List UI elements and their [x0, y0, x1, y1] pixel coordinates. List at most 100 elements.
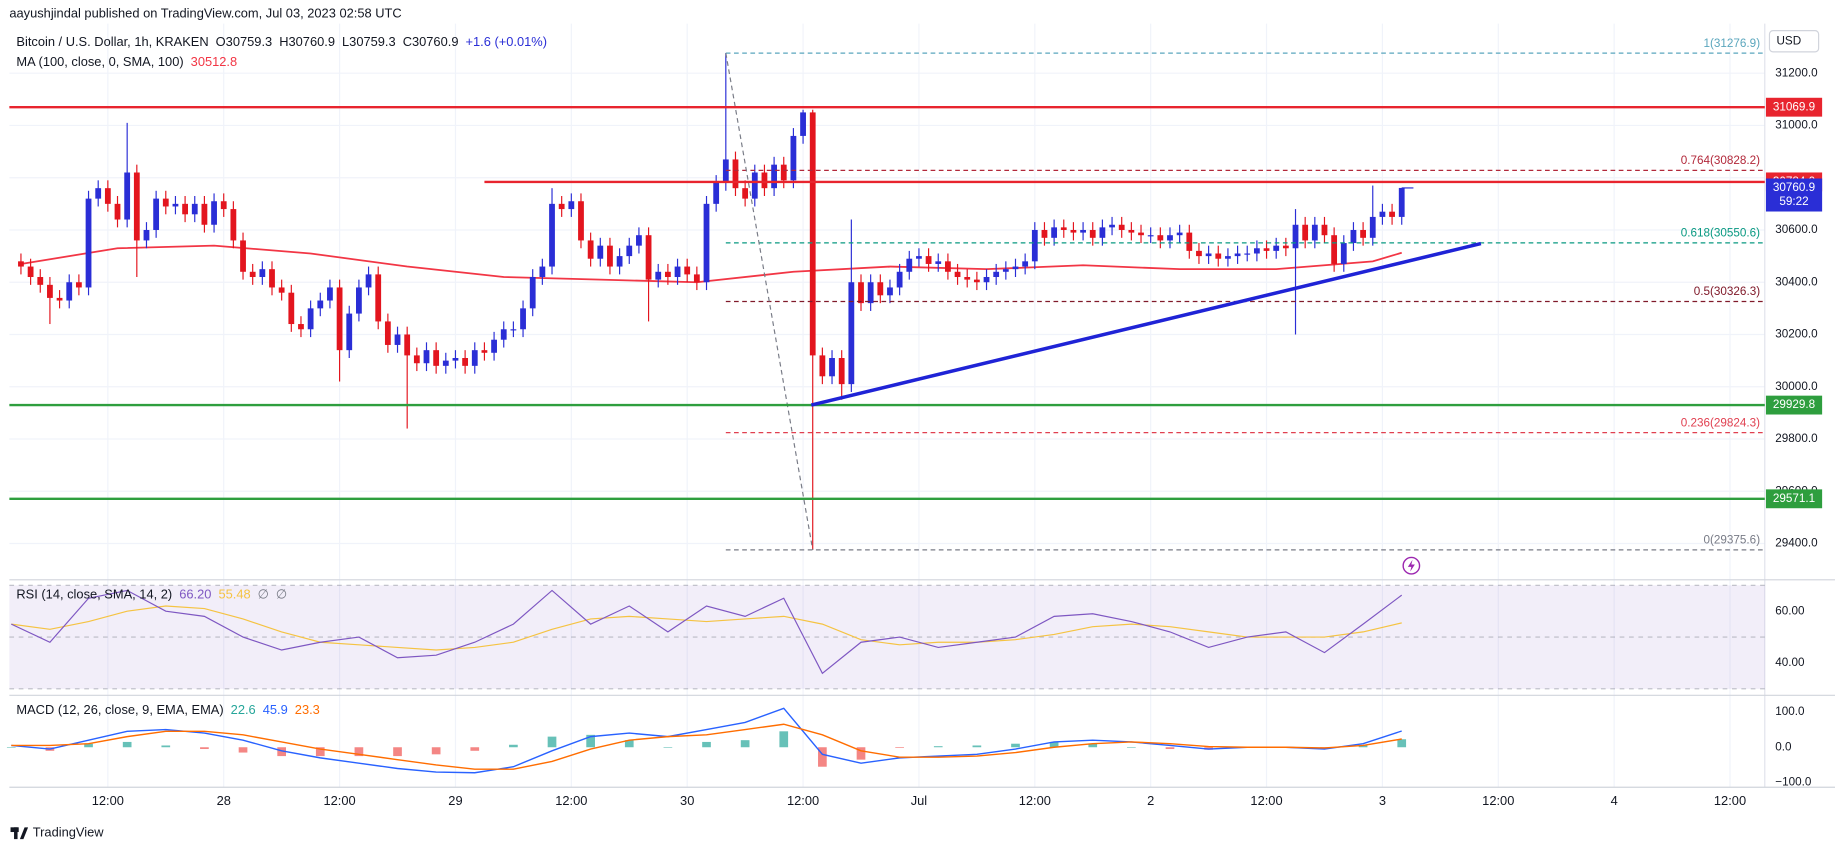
candle-body	[298, 324, 304, 330]
legend-value: 66.20	[179, 587, 211, 602]
candle-body	[346, 313, 353, 351]
y-tick-label: 100.0	[1775, 705, 1805, 718]
candle-body	[249, 271, 256, 278]
candle-body	[1099, 227, 1106, 238]
candle-body	[742, 188, 749, 199]
candle-body	[220, 201, 227, 210]
candle-body	[211, 201, 217, 225]
candle-body	[153, 198, 160, 230]
candle-body	[433, 350, 440, 366]
macd-histogram-bar	[1011, 743, 1020, 748]
candle-body	[1128, 229, 1135, 233]
legend-ohlc: L30759.3	[342, 34, 396, 49]
macd-histogram-bar	[972, 745, 982, 748]
candle-body	[1205, 253, 1212, 257]
candle-body	[85, 198, 92, 288]
candle-body	[539, 266, 546, 278]
macd-line	[11, 707, 1402, 774]
candle-body	[906, 258, 913, 272]
macd-histogram-bar	[702, 741, 711, 748]
candle-body	[848, 282, 855, 385]
y-tick-label: 31200.0	[1775, 66, 1818, 79]
legend-value: 55.48	[218, 587, 250, 602]
macd-histogram-bar	[431, 747, 441, 755]
candle-body	[1292, 224, 1299, 249]
candle-body	[172, 203, 179, 207]
candle-body	[1273, 245, 1280, 251]
x-tick-label: 12:00	[1019, 793, 1051, 808]
legend-ohlc: H30760.9	[279, 34, 335, 49]
macd-histogram-bar	[818, 747, 827, 767]
candle-body	[1253, 248, 1260, 254]
candle-body	[1118, 224, 1125, 230]
macd-histogram-bar	[277, 747, 287, 757]
candle-body	[1331, 235, 1338, 264]
candle-body	[95, 188, 102, 199]
candle-body	[973, 279, 980, 283]
candle-body	[124, 172, 131, 220]
level-price-tag-bg	[1765, 489, 1823, 509]
event-icon[interactable]	[1402, 556, 1421, 575]
x-tick-label: 12:00	[92, 793, 124, 808]
y-tick-label: 60.00	[1775, 604, 1805, 617]
candle-body	[510, 329, 517, 331]
y-tick-label: 29400.0	[1775, 537, 1818, 550]
candle-body	[1031, 229, 1038, 262]
candle-body	[751, 172, 758, 199]
candle-body	[607, 245, 613, 267]
candle-body	[964, 277, 971, 280]
rsi-line	[11, 589, 1403, 675]
candle-body	[1109, 224, 1115, 228]
candle-body	[597, 245, 604, 259]
macd-histogram-bar	[1165, 747, 1175, 750]
candle-body	[394, 334, 401, 345]
candle-body	[722, 159, 729, 183]
candle-body	[578, 201, 584, 241]
fib-diagonal	[725, 53, 814, 550]
candle-body	[1225, 256, 1231, 259]
legend-ohlc: C30760.9	[403, 34, 459, 49]
legend-title: Bitcoin / U.S. Dollar, 1h, KRAKEN	[16, 34, 208, 49]
candle-body	[471, 350, 478, 366]
candle-body	[529, 277, 536, 309]
candle-body	[1302, 224, 1309, 241]
candle-body	[27, 266, 34, 278]
candle-body	[1244, 253, 1251, 255]
candle-body	[1350, 229, 1357, 244]
candle-body	[365, 274, 372, 288]
trendline	[810, 241, 1482, 407]
footer-brand: TradingView	[33, 825, 104, 840]
currency-box	[1768, 30, 1820, 53]
level-price-tag: 29571.1	[1773, 492, 1815, 505]
x-tick-label: 2	[1147, 793, 1154, 808]
candle-body	[549, 203, 555, 267]
x-tick-label: 28	[217, 793, 231, 808]
macd-histogram-bar	[1358, 745, 1368, 748]
legend-title: MACD (12, 26, close, 9, EMA, EMA)	[16, 702, 223, 717]
candle-body	[307, 308, 314, 330]
legend-ohlc: O30759.3	[216, 34, 273, 49]
candle-body	[761, 172, 768, 189]
candle-body	[201, 203, 208, 225]
candle-body	[500, 329, 507, 340]
candle-body	[56, 297, 63, 301]
x-tick-label: 3	[1379, 793, 1386, 808]
x-tick-label: 4	[1611, 793, 1618, 808]
candle-body	[1263, 248, 1270, 251]
candle-body	[732, 159, 739, 189]
candle-body	[336, 287, 343, 351]
y-tick-label: 30000.0	[1775, 380, 1818, 393]
candle-body	[1379, 211, 1386, 217]
footer-logo	[10, 827, 29, 840]
legend-extra: ∅	[258, 587, 269, 602]
candle-body	[375, 274, 382, 322]
candle-body	[66, 282, 73, 301]
candle-body	[1389, 211, 1395, 217]
candle-body	[626, 245, 633, 257]
fib-label: 0.5(30326.3)	[1694, 285, 1760, 298]
candle-body	[356, 287, 362, 314]
fib-label: 1(31276.9)	[1704, 37, 1761, 50]
